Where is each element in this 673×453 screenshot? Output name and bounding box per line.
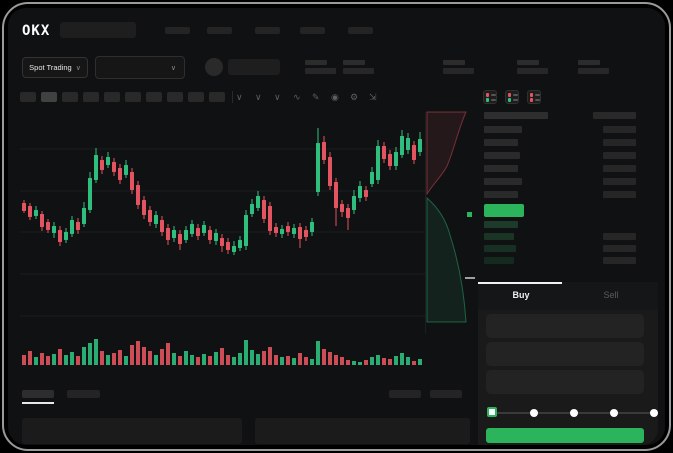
interval-chip-6[interactable] [125, 92, 141, 102]
interval-chip-9[interactable] [188, 92, 204, 102]
settings-icon[interactable]: ⚙ [350, 92, 359, 102]
line-style-icon[interactable]: ∿ [293, 92, 301, 102]
interval-chip-4[interactable] [83, 92, 99, 102]
ticker-stat-1 [305, 60, 339, 76]
interval-chip-8[interactable] [167, 92, 183, 102]
active-tab-indicator [478, 282, 562, 284]
slider-stop-1[interactable] [530, 409, 538, 417]
ask-price-1[interactable] [484, 126, 522, 133]
ask-amount-1 [603, 126, 636, 133]
slider-handle[interactable] [487, 407, 497, 417]
last-price-highlight[interactable] [484, 204, 524, 217]
order-history-panel [255, 418, 470, 444]
coin-avatar [205, 58, 223, 76]
ask-price-4[interactable] [484, 165, 518, 172]
tab-buy[interactable]: Buy [512, 290, 530, 300]
orderbook-header-left [484, 112, 548, 119]
ask-price-2[interactable] [484, 139, 518, 146]
market-type-selector[interactable]: Spot Trading ∨ [22, 57, 88, 78]
ask-amount-5 [603, 178, 636, 185]
interval-chevron-icon[interactable]: ∨ [236, 92, 243, 102]
nav-item-4[interactable] [300, 27, 325, 34]
ask-amount-3 [603, 152, 636, 159]
chevron-down-icon: ∨ [170, 64, 176, 72]
toolbar-divider [232, 91, 233, 103]
bid-amount-4 [603, 257, 636, 264]
ask-price-6[interactable] [484, 191, 518, 198]
tab-sell[interactable]: Sell [603, 290, 619, 300]
open-orders-panel [22, 418, 242, 444]
trading-app-window: OKX Spot Trading ∨ ∨ ∨ ∨ ∨ ∿ ✎ ◉ ⚙ ⇲ [8, 8, 665, 445]
book-bids-icon[interactable] [505, 90, 519, 104]
bid-price-1[interactable] [484, 221, 518, 228]
search-placeholder[interactable] [60, 22, 136, 38]
chevron-down-icon: ∨ [75, 64, 81, 72]
bottom-action-1[interactable] [389, 390, 421, 398]
orderbook-header-right [593, 112, 636, 119]
screenshot-icon[interactable]: ◉ [331, 92, 339, 102]
bid-amount-2 [603, 233, 636, 240]
ticker-stat-2 [343, 60, 377, 76]
order-form [478, 310, 658, 445]
interval-chip-10[interactable] [209, 92, 225, 102]
ask-amount-6 [603, 191, 636, 198]
buy-submit-button[interactable] [486, 428, 644, 443]
fullscreen-icon[interactable]: ⇲ [369, 92, 377, 102]
okx-logo: OKX [22, 23, 51, 39]
pair-selector[interactable]: ∨ [95, 56, 185, 79]
draw-tool-icon[interactable]: ✎ [312, 92, 320, 102]
book-asks-icon[interactable] [527, 90, 541, 104]
nav-item-5[interactable] [348, 27, 373, 34]
nav-item-3[interactable] [255, 27, 280, 34]
total-input[interactable] [486, 370, 644, 394]
slider-stop-3[interactable] [610, 409, 618, 417]
bottom-tab-active[interactable] [22, 390, 54, 398]
ask-price-3[interactable] [484, 152, 520, 159]
ticker-stat-3 [443, 60, 477, 76]
ticker-stat-5 [578, 60, 612, 76]
bottom-tab-underline [22, 402, 54, 404]
interval-chip-7[interactable] [146, 92, 162, 102]
book-combined-icon[interactable] [483, 90, 497, 104]
slider-stop-2[interactable] [570, 409, 578, 417]
pair-name-placeholder [228, 59, 280, 75]
ask-price-5[interactable] [484, 178, 522, 185]
bid-price-3[interactable] [484, 245, 516, 252]
candle-type-chevron-icon[interactable]: ∨ [274, 92, 281, 102]
bid-price-4[interactable] [484, 257, 514, 264]
ticker-stat-4 [517, 60, 551, 76]
nav-item-1[interactable] [165, 27, 190, 34]
bid-amount-3 [603, 245, 636, 252]
price-axis-line [425, 112, 426, 334]
price-input[interactable] [486, 314, 644, 338]
bottom-tab-2[interactable] [67, 390, 100, 398]
interval-chip-2[interactable] [41, 92, 57, 102]
slider-stop-4[interactable] [650, 409, 658, 417]
nav-item-2[interactable] [207, 27, 232, 34]
ask-amount-4 [603, 165, 636, 172]
interval-chip-3[interactable] [62, 92, 78, 102]
interval-chip-1[interactable] [20, 92, 36, 102]
bid-price-2[interactable] [484, 233, 514, 240]
trade-tab-bar: Buy Sell [478, 282, 658, 310]
indicator-chevron-icon[interactable]: ∨ [255, 92, 262, 102]
bottom-action-2[interactable] [430, 390, 462, 398]
ask-amount-2 [603, 139, 636, 146]
amount-input[interactable] [486, 342, 644, 366]
market-type-label: Spot Trading [29, 63, 72, 72]
interval-chip-5[interactable] [104, 92, 120, 102]
